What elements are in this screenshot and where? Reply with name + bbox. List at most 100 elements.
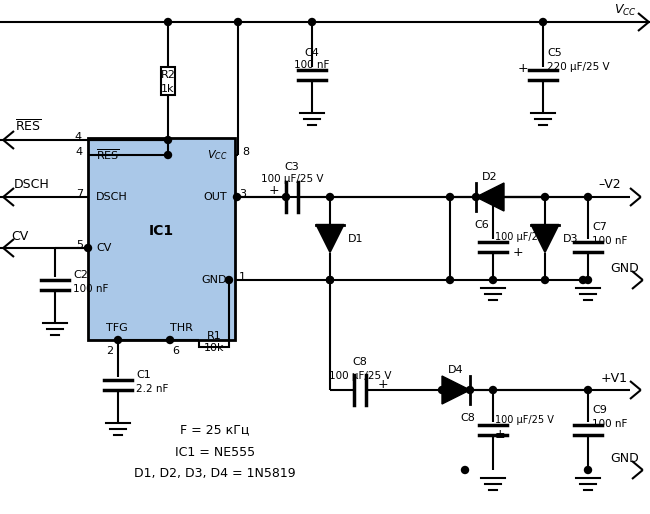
Text: CV: CV: [12, 229, 29, 243]
Polygon shape: [531, 225, 559, 252]
Text: GND: GND: [610, 451, 640, 465]
Text: 100 nF: 100 nF: [294, 60, 330, 70]
Text: 4: 4: [75, 132, 82, 142]
Text: 100 µF/25 V: 100 µF/25 V: [495, 231, 554, 242]
Circle shape: [462, 467, 469, 473]
Text: D4: D4: [448, 365, 464, 375]
Text: IC1: IC1: [149, 224, 174, 238]
Text: IC1 = NE555: IC1 = NE555: [175, 446, 255, 458]
Text: 2: 2: [106, 346, 113, 356]
Text: 7: 7: [76, 189, 83, 199]
Text: 2.2 nF: 2.2 nF: [136, 384, 168, 394]
Circle shape: [541, 277, 549, 284]
Text: C1: C1: [136, 370, 151, 380]
Text: F = 25 кГц: F = 25 кГц: [180, 424, 250, 436]
Text: +: +: [517, 63, 528, 76]
Text: C5: C5: [547, 48, 562, 58]
Circle shape: [584, 467, 592, 473]
Circle shape: [309, 19, 315, 26]
Circle shape: [114, 337, 122, 343]
Text: +: +: [378, 377, 389, 391]
Circle shape: [584, 277, 592, 284]
Circle shape: [489, 387, 497, 394]
Bar: [199, 333, 229, 347]
Circle shape: [84, 245, 92, 251]
Text: 10k: 10k: [203, 343, 224, 353]
Text: +: +: [513, 246, 524, 259]
Text: DSCH: DSCH: [14, 178, 50, 192]
Text: 6: 6: [172, 346, 179, 356]
Circle shape: [447, 193, 454, 200]
Text: 100 µF/25 V: 100 µF/25 V: [261, 174, 323, 184]
Text: C2: C2: [73, 270, 88, 280]
Circle shape: [164, 19, 172, 26]
Text: +V1: +V1: [601, 372, 627, 384]
Text: 220 µF/25 V: 220 µF/25 V: [547, 62, 610, 72]
Text: 100 µF/25 V: 100 µF/25 V: [495, 415, 554, 425]
Text: 8: 8: [242, 147, 249, 157]
Text: C9: C9: [592, 405, 607, 415]
Text: C8: C8: [460, 413, 475, 423]
Circle shape: [540, 19, 547, 26]
Text: CV: CV: [96, 243, 111, 253]
Circle shape: [541, 193, 549, 200]
Text: 100 nF: 100 nF: [592, 235, 627, 246]
Circle shape: [326, 277, 333, 284]
Circle shape: [489, 277, 497, 284]
Text: 100 µF/25 V: 100 µF/25 V: [329, 371, 391, 381]
Text: D3: D3: [563, 233, 578, 244]
Circle shape: [164, 137, 172, 143]
Text: $\overline{\rm RES}$: $\overline{\rm RES}$: [15, 119, 41, 135]
Circle shape: [580, 277, 586, 284]
Text: 3: 3: [239, 189, 246, 199]
Text: 100 nF: 100 nF: [73, 284, 109, 294]
Polygon shape: [442, 376, 470, 404]
Text: +: +: [268, 185, 280, 197]
Polygon shape: [476, 183, 504, 211]
Circle shape: [233, 193, 240, 200]
Circle shape: [226, 277, 233, 284]
Text: $V_{CC}$: $V_{CC}$: [207, 148, 227, 162]
Text: C8: C8: [352, 357, 367, 367]
Circle shape: [584, 193, 592, 200]
Text: C4: C4: [305, 48, 319, 58]
Text: C3: C3: [285, 162, 300, 172]
Text: $\overline{\rm RES}$: $\overline{\rm RES}$: [96, 148, 120, 162]
Circle shape: [473, 193, 480, 200]
Circle shape: [166, 337, 174, 343]
Text: 4: 4: [76, 147, 83, 157]
Circle shape: [164, 152, 172, 158]
Text: ±: ±: [495, 428, 506, 440]
Text: D1: D1: [348, 233, 363, 244]
Text: TFG: TFG: [106, 323, 128, 333]
Circle shape: [447, 277, 454, 284]
Bar: [88, 138, 235, 340]
Text: 5: 5: [76, 240, 83, 250]
Text: 1: 1: [239, 272, 246, 282]
Circle shape: [326, 193, 333, 200]
Circle shape: [439, 387, 445, 394]
Text: GND: GND: [202, 275, 227, 285]
Text: 1k: 1k: [161, 84, 175, 94]
Text: C6: C6: [474, 219, 489, 229]
Text: $V_{CC}$: $V_{CC}$: [614, 3, 636, 17]
Text: R1: R1: [207, 331, 222, 341]
Bar: [161, 67, 175, 95]
Text: R2: R2: [161, 70, 176, 80]
Circle shape: [584, 387, 592, 394]
Text: 100 nF: 100 nF: [592, 419, 627, 429]
Circle shape: [467, 387, 473, 394]
Circle shape: [489, 193, 497, 200]
Circle shape: [235, 19, 242, 26]
Circle shape: [283, 193, 289, 200]
Text: –V2: –V2: [599, 178, 621, 192]
Text: D1, D2, D3, D4 = 1N5819: D1, D2, D3, D4 = 1N5819: [134, 468, 296, 481]
Text: THR: THR: [170, 323, 192, 333]
Text: GND: GND: [610, 262, 640, 274]
Polygon shape: [316, 225, 344, 252]
Text: OUT: OUT: [203, 192, 227, 202]
Text: C7: C7: [592, 222, 607, 231]
Circle shape: [326, 277, 333, 284]
Text: D2: D2: [482, 172, 498, 182]
Text: DSCH: DSCH: [96, 192, 128, 202]
